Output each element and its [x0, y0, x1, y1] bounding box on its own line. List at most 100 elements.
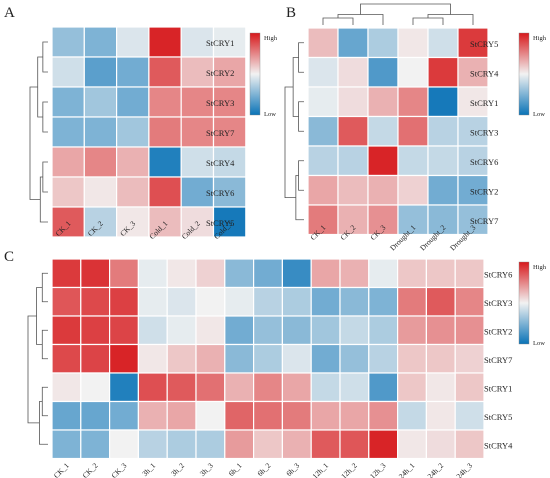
heatmap-cell [137, 372, 168, 403]
heatmap-cell [368, 286, 399, 317]
row-label: StCRY1 [484, 383, 512, 393]
heatmap-cell [212, 206, 247, 238]
heatmap-cell [80, 429, 111, 460]
row-label: StCRY5 [206, 218, 234, 228]
heatmap-cell [368, 429, 399, 460]
color-legend-a: High Low [249, 32, 278, 118]
heatmap-cell [454, 343, 485, 374]
heatmap-cell [427, 145, 459, 177]
heatmap-cell [367, 56, 399, 88]
heatmap-cell [253, 286, 284, 317]
heatmap-cell [80, 400, 111, 431]
heatmap-cell [83, 56, 118, 88]
legend-low-label: Low [264, 111, 276, 118]
heatmap-cell [253, 343, 284, 374]
legend-high-label: High [264, 35, 278, 42]
row-dendrogram [284, 42, 304, 221]
heatmap-cell [427, 174, 459, 206]
row-label: StCRY5 [470, 39, 498, 49]
heatmap-cell [108, 400, 139, 431]
heatmap-cell [80, 286, 111, 317]
row-label: StCRY6 [206, 188, 234, 198]
heatmap-cell [148, 26, 182, 58]
heatmap-cell [397, 315, 428, 346]
row-label: StCRY1 [206, 38, 234, 48]
heatmap-cell [253, 372, 284, 403]
row-label: StCRY7 [470, 216, 498, 226]
heatmap-cell [281, 286, 312, 317]
row-label: StCRY1 [470, 98, 498, 108]
heatmap-cell [427, 27, 459, 59]
heatmap-cell [83, 206, 118, 238]
heatmap-cell [368, 258, 399, 289]
heatmap-cell [51, 343, 82, 374]
column-label: 24h_3 [454, 461, 474, 478]
heatmap-cell [224, 429, 255, 460]
heatmap-cell [108, 286, 139, 317]
heatmap-cell [281, 400, 312, 431]
heatmap-cell [166, 315, 197, 346]
heatmap-cell [166, 372, 197, 403]
heatmap-cell [83, 146, 118, 178]
heatmap-cell [425, 429, 456, 460]
row-label: StCRY2 [484, 326, 512, 336]
heatmap-cell [80, 315, 111, 346]
legend-low-label: Low [533, 111, 545, 118]
column-label: CK_1 [52, 461, 71, 478]
heatmap-cell [454, 400, 485, 431]
heatmap-cell [454, 286, 485, 317]
heatmap-cell [454, 372, 485, 403]
heatmap-cell [337, 145, 369, 177]
heatmap-cell [137, 400, 168, 431]
heatmap-cell [307, 204, 339, 236]
heatmap-cell [339, 315, 370, 346]
heatmap-cell [83, 26, 118, 58]
heatmap-cell [224, 286, 255, 317]
heatmap-cell [368, 343, 399, 374]
row-label: StCRY6 [484, 269, 512, 279]
heatmap-cell [310, 372, 341, 403]
heatmap-cell [148, 116, 182, 148]
heatmap-cell [337, 115, 369, 147]
heatmap-cell [337, 27, 369, 59]
heatmap-panel-a: StCRY1 StCRY2 StCRY3 StCRY7 StCRY4 StCRY6 StCR… [29, 26, 247, 241]
row-label: StCRY3 [484, 298, 512, 308]
legend-high-label: High [533, 35, 547, 42]
heatmap-cell [80, 372, 111, 403]
column-label: CK_2 [81, 461, 100, 478]
heatmap-cell [281, 343, 312, 374]
panel-label-a: A [4, 5, 15, 21]
heatmap-cell [368, 372, 399, 403]
column-label: 12h_2 [339, 461, 359, 478]
heatmap-cell [224, 372, 255, 403]
heatmap-cell [425, 286, 456, 317]
heatmap-cell [310, 315, 341, 346]
heatmap-cell [212, 146, 247, 178]
heatmap-cell [224, 400, 255, 431]
heatmap-cell [339, 372, 370, 403]
heatmap-cell [397, 258, 428, 289]
heatmap-cell [51, 315, 82, 346]
panel-label-c: C [4, 249, 14, 265]
color-legend-bar [518, 32, 530, 116]
heatmap-cell [427, 115, 459, 147]
color-legend-b: High Low [518, 32, 547, 118]
heatmap-cell [51, 146, 85, 178]
heatmap-cell [148, 56, 182, 88]
heatmap-cell [397, 174, 429, 206]
legend-low-label: Low [533, 340, 545, 347]
heatmap-cell [307, 115, 339, 147]
heatmap-cell [397, 86, 429, 118]
heatmap-cell [224, 258, 255, 289]
heatmap-cell [166, 258, 197, 289]
heatmap-cell [397, 343, 428, 374]
heatmap-cell [339, 286, 370, 317]
heatmap-cell [397, 429, 428, 460]
heatmap-cell [337, 86, 369, 118]
column-label: 3h_3 [198, 461, 215, 478]
heatmap-cell [281, 258, 312, 289]
heatmap-cell [115, 116, 150, 148]
heatmap-cell [83, 86, 118, 118]
heatmap-cell [310, 286, 341, 317]
